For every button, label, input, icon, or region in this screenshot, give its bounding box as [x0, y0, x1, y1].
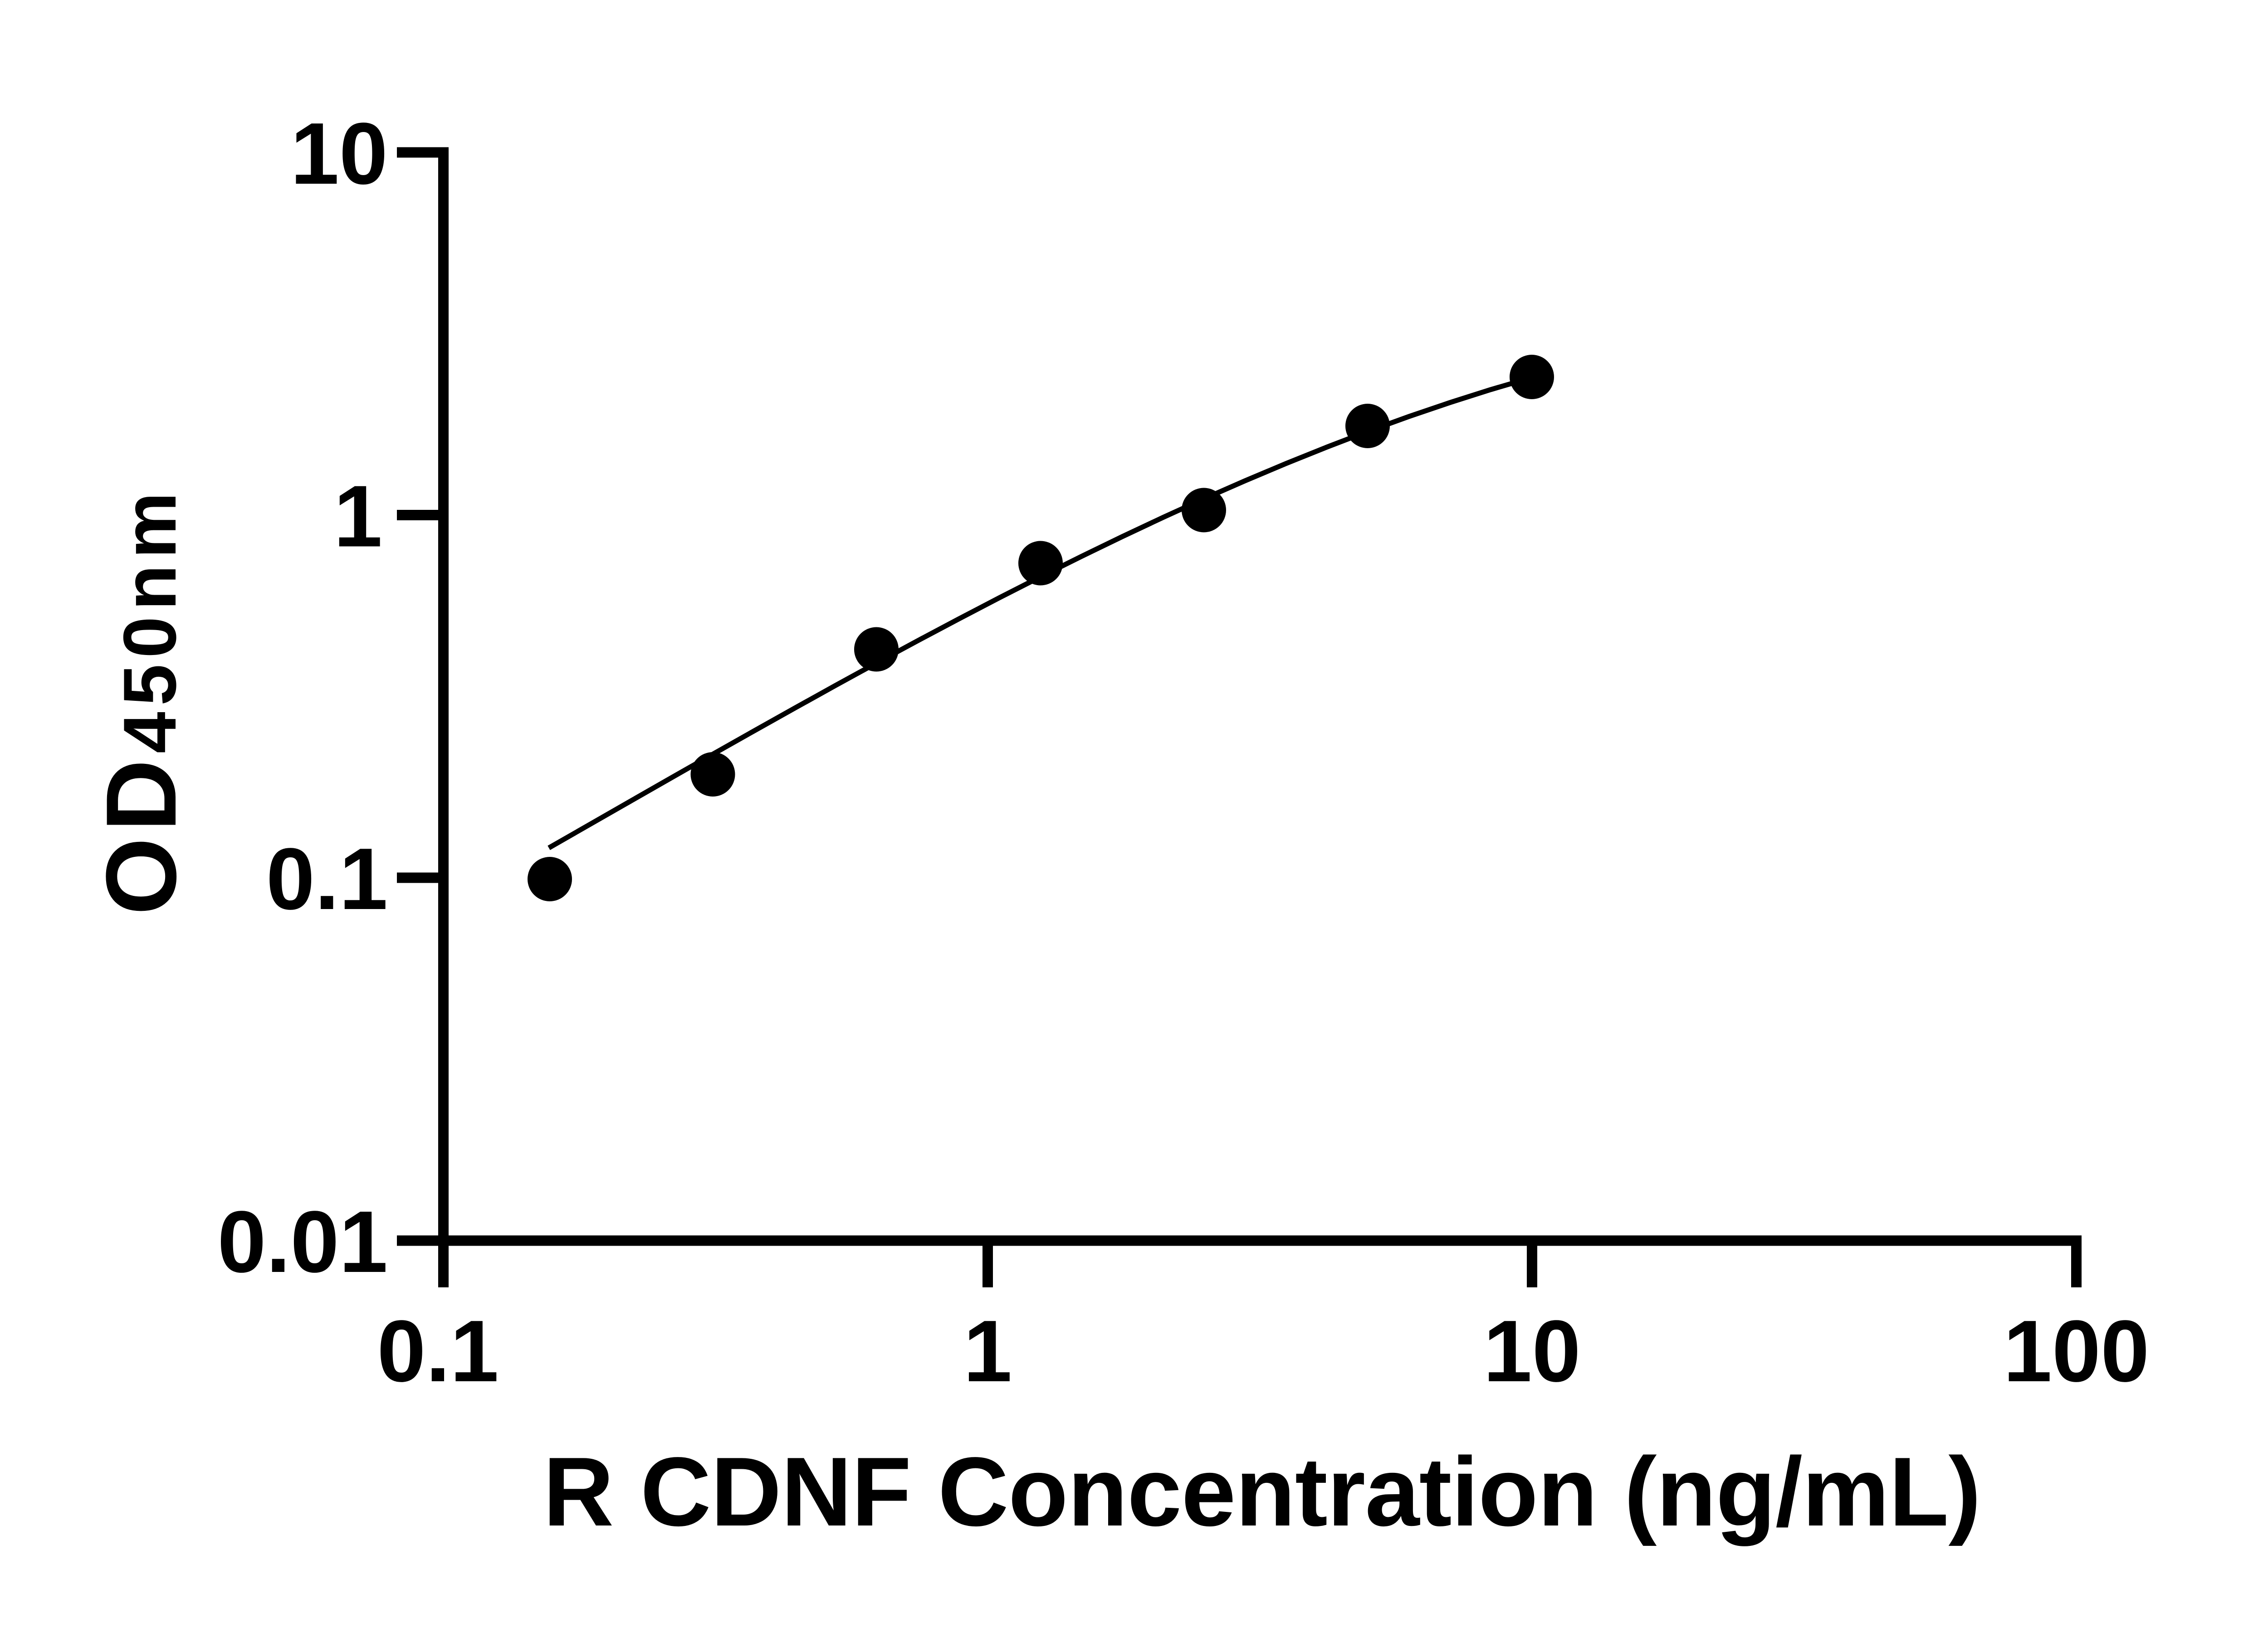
- svg-text:R CDNF Concentration (ng/mL): R CDNF Concentration (ng/mL): [543, 1437, 1980, 1546]
- svg-text:10: 10: [1483, 1302, 1581, 1400]
- svg-text:1: 1: [963, 1302, 1012, 1400]
- svg-text:0.1: 0.1: [266, 830, 388, 928]
- svg-text:10: 10: [290, 104, 388, 202]
- svg-text:100: 100: [2003, 1302, 2149, 1400]
- svg-text:0.01: 0.01: [217, 1193, 388, 1291]
- svg-text:0.1: 0.1: [377, 1302, 499, 1400]
- svg-text:1: 1: [334, 467, 382, 565]
